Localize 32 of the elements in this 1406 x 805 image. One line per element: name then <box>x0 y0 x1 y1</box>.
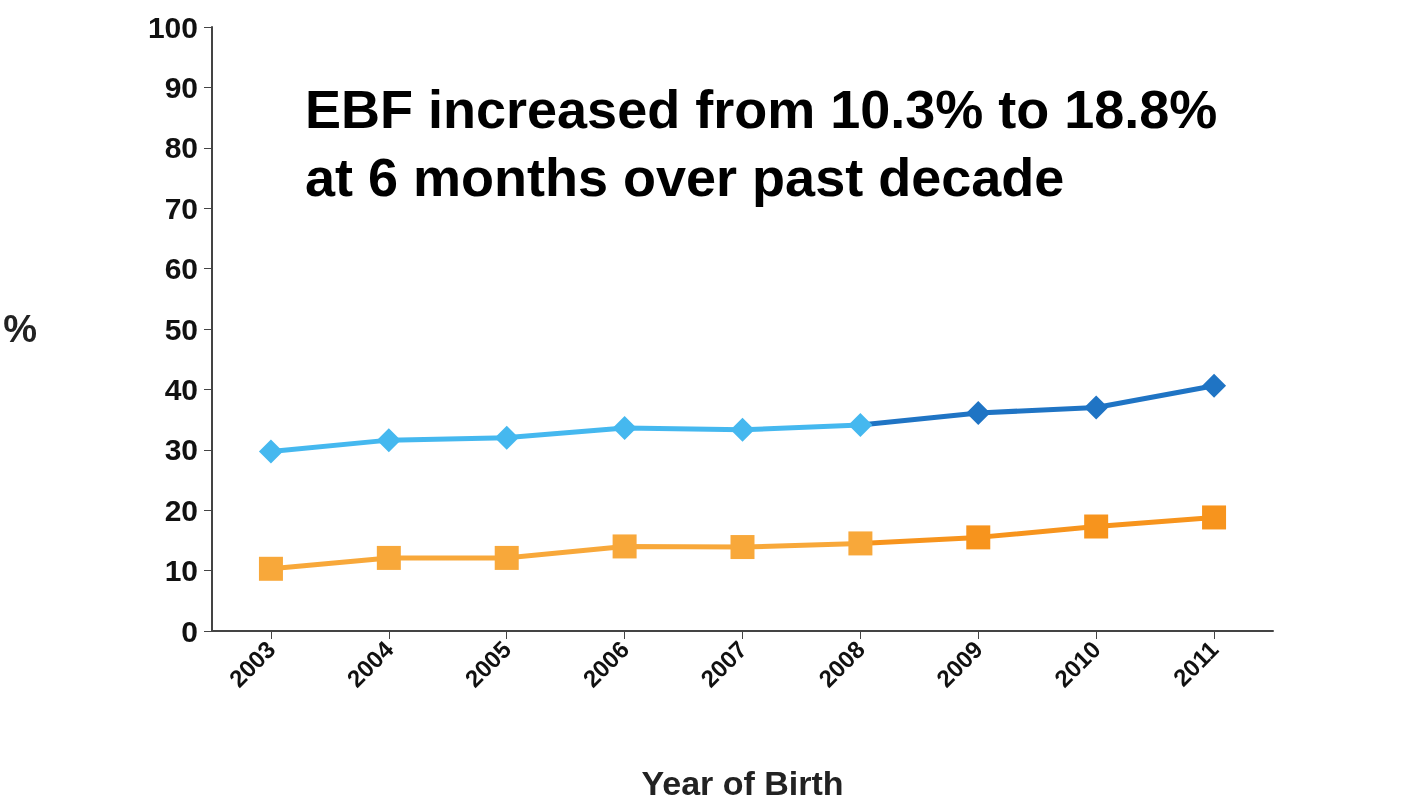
y-tick-label: 50 <box>164 312 198 346</box>
point <box>376 428 401 453</box>
point <box>966 525 991 550</box>
point <box>730 535 755 560</box>
point <box>258 556 283 581</box>
x-axis-title: Year of Birth <box>641 764 844 802</box>
y-tick-label: 100 <box>147 10 198 44</box>
point <box>966 400 991 425</box>
point <box>1084 514 1109 539</box>
point <box>612 416 637 441</box>
y-tick-label: 70 <box>164 191 198 225</box>
point <box>612 534 637 559</box>
point <box>376 545 401 570</box>
y-tick-label: 20 <box>164 493 198 527</box>
y-tick-label: 40 <box>164 372 198 406</box>
y-tick-label: 10 <box>164 554 198 588</box>
y-axis-title: % <box>3 308 37 350</box>
point <box>494 425 519 450</box>
point <box>258 439 283 464</box>
y-tick-label: 80 <box>164 131 198 165</box>
point <box>1202 373 1227 398</box>
y-tick-label: 90 <box>164 70 198 104</box>
y-tick-label: 60 <box>164 252 198 286</box>
point <box>848 413 873 438</box>
point <box>494 545 519 570</box>
point <box>730 417 755 442</box>
y-tick-label: 0 <box>181 614 198 648</box>
point <box>1202 505 1227 530</box>
point <box>848 531 873 556</box>
y-tick-label: 30 <box>164 433 198 467</box>
point <box>1084 395 1109 420</box>
annotation: EBF increased from 10.3% to 18.8% at 6 months over past decade <box>305 79 1218 207</box>
